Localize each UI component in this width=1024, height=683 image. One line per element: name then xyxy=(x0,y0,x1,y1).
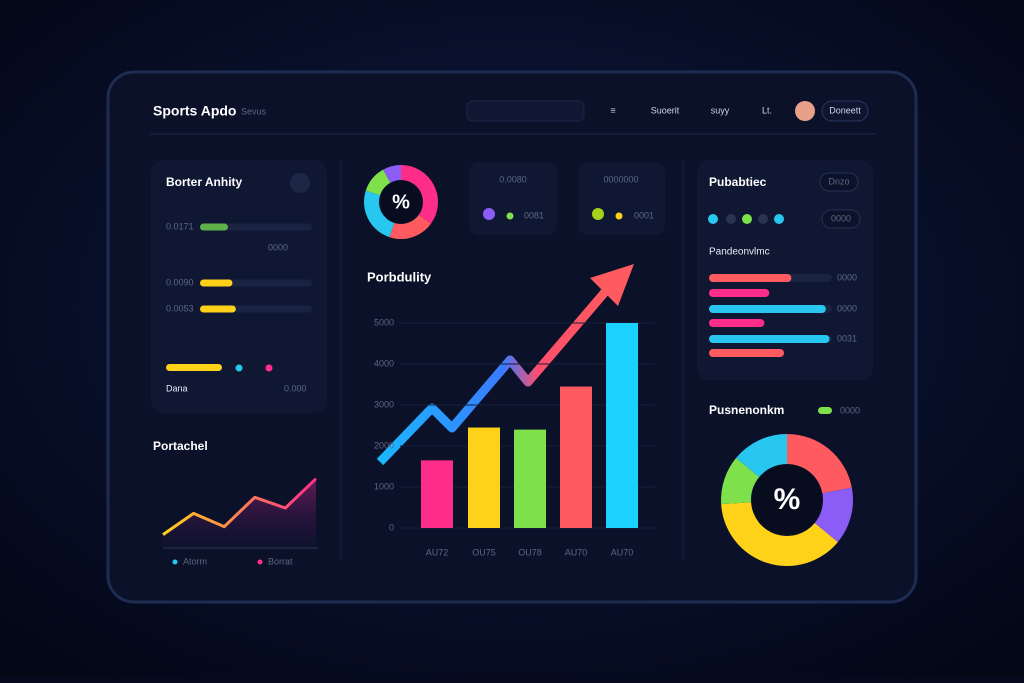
pill[interactable] xyxy=(821,209,861,229)
dot xyxy=(758,214,768,224)
row-label: 0.0053 xyxy=(166,303,194,313)
x-tick-label: AU70 xyxy=(565,547,588,557)
donut-segment xyxy=(814,487,853,543)
section-title: Pandeonvlmc xyxy=(709,247,770,258)
track xyxy=(200,223,312,231)
trend-title: Portachel xyxy=(153,439,208,453)
donut-segment xyxy=(787,434,852,494)
stats-card xyxy=(697,160,873,380)
arrow-head xyxy=(590,264,634,306)
card-value: 0001 xyxy=(634,210,654,220)
y-tick-label: 4000 xyxy=(374,358,394,368)
x-tick-label: AU70 xyxy=(611,547,634,557)
donut-segment xyxy=(389,214,431,239)
legend-label: 0000 xyxy=(840,405,860,415)
y-tick-label: 3000 xyxy=(374,399,394,409)
progress-bar xyxy=(709,335,830,343)
legend-swatch xyxy=(818,407,832,414)
pill-label[interactable]: 0000 xyxy=(831,213,851,223)
row-value: 0031 xyxy=(837,333,857,343)
row-value: 0000 xyxy=(837,303,857,313)
row-note: Dana xyxy=(166,383,188,393)
y-tick-label: 2000 xyxy=(374,440,394,450)
search-box[interactable] xyxy=(466,100,585,122)
card-title: 0000000 xyxy=(603,174,638,184)
nav-item[interactable]: Suoerit xyxy=(651,105,680,115)
pill-label[interactable]: Dnzo xyxy=(828,176,849,186)
avatar[interactable] xyxy=(795,101,815,121)
bar xyxy=(606,323,638,528)
card-title: Borter Anhity xyxy=(166,175,243,189)
header-button-label[interactable]: Doneett xyxy=(829,105,861,115)
dot xyxy=(483,208,495,220)
legend-swatch xyxy=(257,559,263,565)
progress-bar xyxy=(200,305,236,313)
progress-bar xyxy=(200,279,233,287)
donut-segment xyxy=(721,502,838,567)
dot xyxy=(235,364,243,372)
dot xyxy=(742,214,752,224)
dot xyxy=(774,214,784,224)
dot xyxy=(265,364,273,372)
app-title: Sports Apdo xyxy=(153,103,236,119)
progress-bar xyxy=(709,349,785,357)
card-title: Pubabtiec xyxy=(709,175,767,189)
card-title: 0.0080 xyxy=(499,174,527,184)
y-tick-label: 1000 xyxy=(374,481,394,491)
chart-title: Porbdulity xyxy=(367,269,432,284)
donut-segment xyxy=(364,190,395,238)
donut-segment xyxy=(736,434,787,478)
donut-segment xyxy=(383,165,401,183)
accent-bar xyxy=(166,364,222,371)
donut-segment xyxy=(721,457,760,505)
progress-bar xyxy=(709,274,792,282)
row-value: 0000 xyxy=(837,272,857,282)
donut-title: Pusnenonkm xyxy=(709,403,784,417)
donut-segment xyxy=(401,165,438,224)
dot xyxy=(708,214,718,224)
x-tick-label: OU78 xyxy=(518,547,542,557)
row-label: 0.0090 xyxy=(166,277,194,287)
pill[interactable] xyxy=(819,172,859,192)
dot xyxy=(726,214,736,224)
card-icon[interactable] xyxy=(290,173,310,193)
card-value: 0081 xyxy=(524,210,544,220)
nav-item[interactable]: Lt. xyxy=(762,105,772,115)
row-label: 0.0171 xyxy=(166,221,194,231)
dot xyxy=(592,208,604,220)
legend-label: Atorm xyxy=(183,556,207,566)
trend-line xyxy=(162,477,318,536)
trend-arrow xyxy=(376,289,609,466)
legend-label: Borrat xyxy=(268,556,293,566)
donut-hole xyxy=(752,465,822,535)
progress-bar xyxy=(200,223,228,231)
donut-hole xyxy=(380,181,422,223)
legend-swatch xyxy=(172,559,178,565)
y-tick-label: 0 xyxy=(389,522,394,532)
row-note: 0.000 xyxy=(284,383,307,393)
app-subtitle: Sevus xyxy=(241,106,267,116)
x-tick-label: OU75 xyxy=(472,547,496,557)
progress-bar xyxy=(709,305,826,313)
x-tick-label: AU72 xyxy=(426,547,449,557)
row-note: 0000 xyxy=(268,242,288,252)
nav-item[interactable]: ≡ xyxy=(610,105,615,115)
donut-center: % xyxy=(774,483,801,516)
nav-item[interactable]: suyy xyxy=(711,105,730,115)
header-button[interactable] xyxy=(821,100,869,122)
progress-bar xyxy=(709,319,765,327)
dot xyxy=(506,212,514,220)
progress-bar xyxy=(709,289,770,297)
bar xyxy=(514,429,546,528)
dot xyxy=(615,212,623,220)
bar xyxy=(468,427,500,528)
bar xyxy=(560,386,592,528)
y-tick-label: 5000 xyxy=(374,317,394,327)
stat-card xyxy=(469,162,557,235)
stat-card xyxy=(578,162,665,235)
donut-segment xyxy=(365,169,391,196)
donut-center: % xyxy=(392,191,410,213)
bar xyxy=(421,460,453,528)
